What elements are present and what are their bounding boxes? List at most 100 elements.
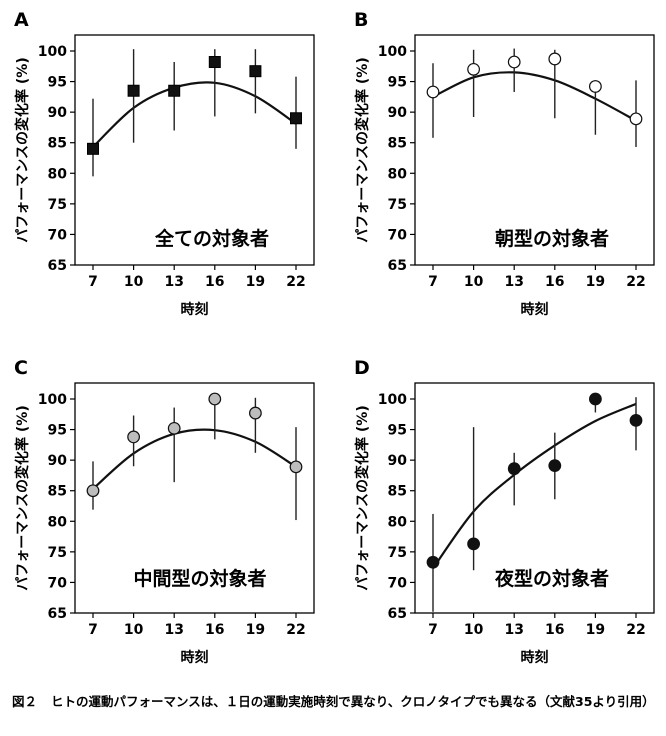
y-tick-label: 85 [388,484,407,500]
data-point [87,142,99,155]
x-tick-label: 7 [88,274,98,290]
x-tick-label: 19 [246,274,265,290]
data-point [290,112,302,125]
x-tick-label: 7 [428,622,438,638]
x-tick-label: 16 [205,274,224,290]
y-tick-label: 85 [388,136,407,152]
plot-frame [74,382,315,614]
y-tick-label: 85 [48,484,67,500]
y-tick-label: 65 [388,258,407,274]
y-tick-label: 100 [378,392,407,408]
data-point [588,392,602,406]
data-point [467,537,481,551]
y-axis-label: パフォーマンスの変化率 (%) [354,57,371,242]
y-tick-label: 80 [48,166,68,182]
x-tick-label: 13 [504,274,523,290]
x-tick-label: 7 [428,274,438,290]
y-tick-label: 90 [48,105,68,121]
x-tick-label: 16 [545,622,564,638]
plot-frame [74,34,315,266]
data-point [426,555,440,569]
data-point [127,430,141,444]
x-tick-label: 13 [164,622,183,638]
y-tick-label: 70 [48,575,68,591]
data-point [507,462,521,476]
panel-title: 夜型の対象者 [494,567,609,590]
y-tick-label: 80 [388,514,408,530]
panel-letter: D [354,357,370,379]
panel-title: 全ての対象者 [154,227,269,250]
x-tick-label: 13 [164,274,183,290]
data-point [507,55,521,69]
data-point [167,421,181,435]
panel-letter: A [14,9,29,31]
y-tick-label: 95 [48,423,67,439]
y-tick-label: 95 [388,75,407,91]
caption-text: ヒトの運動パフォーマンスは、１日の運動実施時刻で異なり、クロノタイプでも異なる（… [51,694,655,709]
x-tick-label: 22 [286,622,305,638]
data-point [208,392,222,406]
panel-title: 中間型の対象者 [133,567,266,590]
data-point [548,459,562,473]
x-axis-label: 時刻 [181,649,209,666]
y-tick-label: 100 [378,44,407,60]
fit-curve [92,81,297,148]
y-tick-label: 90 [48,453,68,469]
y-tick-label: 100 [38,392,67,408]
x-tick-label: 10 [464,622,484,638]
data-point [127,84,140,97]
y-tick-label: 80 [48,514,68,530]
data-point [248,406,262,420]
data-point [289,460,303,474]
x-axis-label: 時刻 [521,649,549,666]
plot-frame [414,34,655,266]
y-tick-label: 70 [388,575,408,591]
data-point [249,65,262,78]
data-point [588,80,602,93]
y-tick-label: 80 [388,166,408,182]
y-tick-label: 90 [388,453,408,469]
x-axis-label: 時刻 [181,301,209,318]
fit-curve [92,428,297,490]
x-tick-label: 7 [88,622,98,638]
x-tick-label: 10 [464,274,484,290]
y-tick-label: 95 [388,423,407,439]
y-axis-label: パフォーマンスの変化率 (%) [354,405,371,590]
y-tick-label: 65 [48,258,67,274]
panel-d: D 65 70 75 80 85 90 95 100 7 10 13 16 19 22 時刻 パフォーマンスの変… [354,357,655,666]
x-tick-label: 16 [205,622,224,638]
plot-frame [414,382,655,614]
x-tick-label: 10 [124,274,144,290]
y-axis-label: パフォーマンスの変化率 (%) [14,57,31,242]
caption-label: 図２ [12,694,38,709]
x-tick-label: 22 [626,274,645,290]
y-tick-label: 75 [388,197,407,213]
data-point [548,52,562,66]
y-tick-label: 70 [388,227,408,243]
x-tick-label: 22 [626,622,645,638]
y-tick-label: 75 [48,197,67,213]
x-tick-label: 16 [545,274,564,290]
y-tick-label: 70 [48,227,68,243]
x-tick-label: 19 [246,622,265,638]
data-point [86,484,100,498]
y-tick-label: 90 [388,105,408,121]
x-tick-label: 13 [504,622,523,638]
y-tick-label: 100 [38,44,67,60]
y-axis-label: パフォーマンスの変化率 (%) [14,405,31,590]
panel-b: B 65 70 75 80 85 90 95 100 7 10 13 16 19 22 時刻 パフォーマンスの変… [354,9,655,318]
data-point [467,62,481,76]
data-point [208,56,221,69]
data-point [168,84,181,97]
data-point [426,85,440,99]
y-tick-label: 75 [48,545,67,561]
data-point [629,413,643,427]
y-tick-label: 65 [388,606,407,622]
panel-c: C 65 70 75 80 85 90 95 100 7 10 13 16 19 22 時刻 パフォーマンスの変… [14,357,315,666]
y-tick-label: 95 [48,75,67,91]
fit-curve [432,71,637,122]
x-tick-label: 22 [286,274,305,290]
fit-curve [432,402,637,570]
data-point [629,112,643,126]
